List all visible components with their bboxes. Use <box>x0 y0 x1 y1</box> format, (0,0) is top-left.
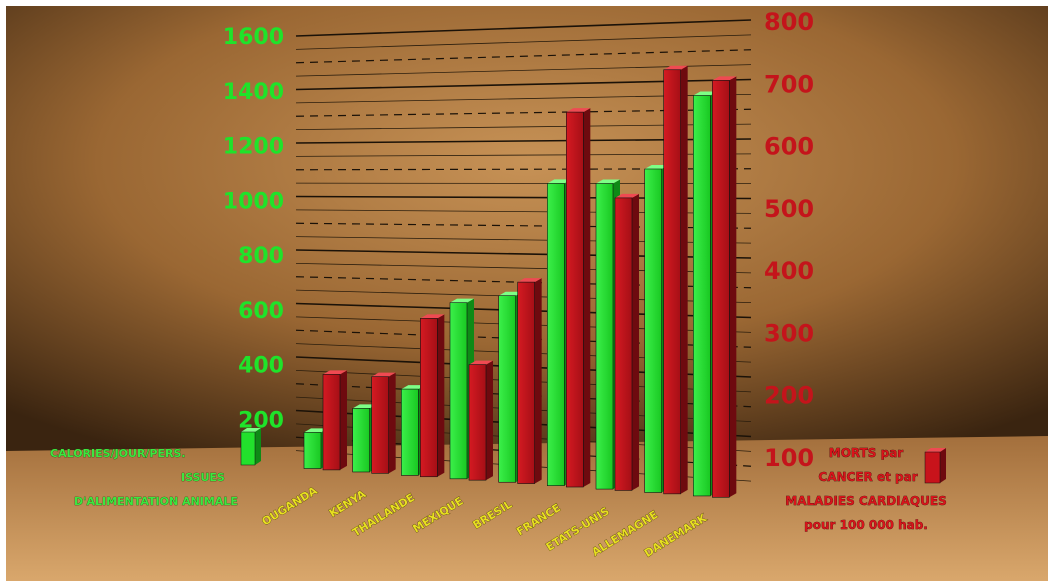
right-tick-label: 100 <box>764 444 814 472</box>
left-tick-label: 1400 <box>223 80 284 105</box>
red-bar <box>420 314 445 478</box>
left-tick-label: 800 <box>238 244 284 269</box>
left-tick-label: 400 <box>238 354 284 379</box>
red-bar-side <box>583 108 591 488</box>
green-bar-top <box>693 91 718 96</box>
red-bar-top <box>323 370 347 375</box>
red-bar <box>712 76 737 498</box>
legend-right-swatch-side <box>940 448 946 483</box>
red-bar-side <box>486 360 493 481</box>
right-tick-label: 800 <box>764 8 814 36</box>
red-bar-side <box>729 76 737 498</box>
bars <box>303 65 737 498</box>
red-bar-front <box>468 364 487 481</box>
red-bar-top <box>469 360 493 365</box>
red-bar-front <box>614 197 633 491</box>
green-bar-top <box>450 298 474 303</box>
left-tick-label: 1200 <box>223 135 284 160</box>
red-bar-front <box>371 376 389 474</box>
right-tick-label: 400 <box>764 257 814 285</box>
red-bar <box>517 278 542 484</box>
red-bar-front <box>712 80 730 498</box>
legend-left-swatch-top <box>241 428 261 432</box>
legend-right-line: CANCER et par <box>818 470 917 484</box>
green-bar-top <box>596 179 620 184</box>
red-bar <box>322 370 347 471</box>
legend-right-line: MALADIES CARDIAQUES <box>785 494 946 508</box>
green-bar-front <box>352 408 370 473</box>
left-tick-label: 1000 <box>223 189 284 214</box>
grid-line-minor <box>295 34 752 50</box>
red-bar <box>614 193 639 491</box>
green-bar-front <box>449 302 468 480</box>
green-bar-top <box>644 164 669 169</box>
green-bar-top <box>498 291 523 296</box>
red-bar-front <box>420 318 438 478</box>
chart: 200 400 600 800 1000 1200 1400 1600 100 200 300 40… <box>6 6 1048 581</box>
chart-floor <box>6 436 1048 581</box>
grid-line <box>295 19 752 37</box>
green-bar-front <box>547 183 565 486</box>
green-bar-top <box>304 428 328 433</box>
red-bar-front <box>663 69 681 495</box>
green-bar-front <box>693 95 711 497</box>
legend-left-line: CALORIES/JOUR/PERS. <box>50 447 186 460</box>
green-bar-front <box>303 432 322 469</box>
green-bar-top <box>401 385 426 390</box>
red-bar-top <box>615 193 639 198</box>
red-bar-side <box>388 372 396 474</box>
red-bar-side <box>340 370 347 470</box>
right-tick-label: 700 <box>764 70 814 98</box>
green-bar-front <box>498 295 516 483</box>
right-axis: 100 200 300 400 500 600 700 800 <box>764 8 814 472</box>
green-bar-top <box>352 404 377 409</box>
red-bar-side <box>534 278 542 484</box>
green-bar-front <box>644 168 662 493</box>
legend-left-line: ISSUES <box>181 471 225 484</box>
right-tick-label: 600 <box>764 133 814 161</box>
legend-right-line: MORTS par <box>829 446 904 460</box>
green-bar-front <box>401 388 419 476</box>
legend-right-swatch <box>924 451 941 484</box>
red-bar <box>468 360 493 481</box>
red-bar-side <box>437 314 445 477</box>
legend-left-swatch-side <box>255 428 261 465</box>
red-bar-top <box>566 108 591 113</box>
red-bar <box>663 65 688 495</box>
red-bar-top <box>517 278 542 283</box>
legend-left-line: D'ALIMENTATION ANIMALE <box>74 495 238 508</box>
legend-left-swatch <box>240 431 256 466</box>
red-bar-side <box>680 65 688 494</box>
right-tick-label: 300 <box>764 319 814 347</box>
legend-right-line: pour 100 000 hab. <box>804 518 928 532</box>
red-bar <box>566 108 591 488</box>
left-tick-label: 1600 <box>223 25 284 50</box>
red-bar-side <box>632 193 639 491</box>
red-bar <box>371 372 396 474</box>
red-bar-top <box>371 372 396 377</box>
red-bar-front <box>322 374 341 471</box>
red-bar-top <box>663 65 688 70</box>
red-bar-front <box>517 281 535 484</box>
green-bar-front <box>595 183 614 490</box>
green-bar-top <box>547 179 572 184</box>
chart-stage: 200 400 600 800 1000 1200 1400 1600 100 200 300 40… <box>6 6 1048 581</box>
left-tick-label: 600 <box>238 299 284 324</box>
grid-line <box>295 49 752 64</box>
red-bar-front <box>566 111 584 488</box>
right-tick-label: 200 <box>764 382 814 410</box>
right-tick-label: 500 <box>764 195 814 223</box>
legend: CALORIES/JOUR/PERS. ISSUES D'ALIMENTATION … <box>50 428 947 532</box>
red-bar-top <box>420 314 445 319</box>
legend-right-swatch-top <box>925 448 946 452</box>
red-bar-top <box>712 76 737 81</box>
